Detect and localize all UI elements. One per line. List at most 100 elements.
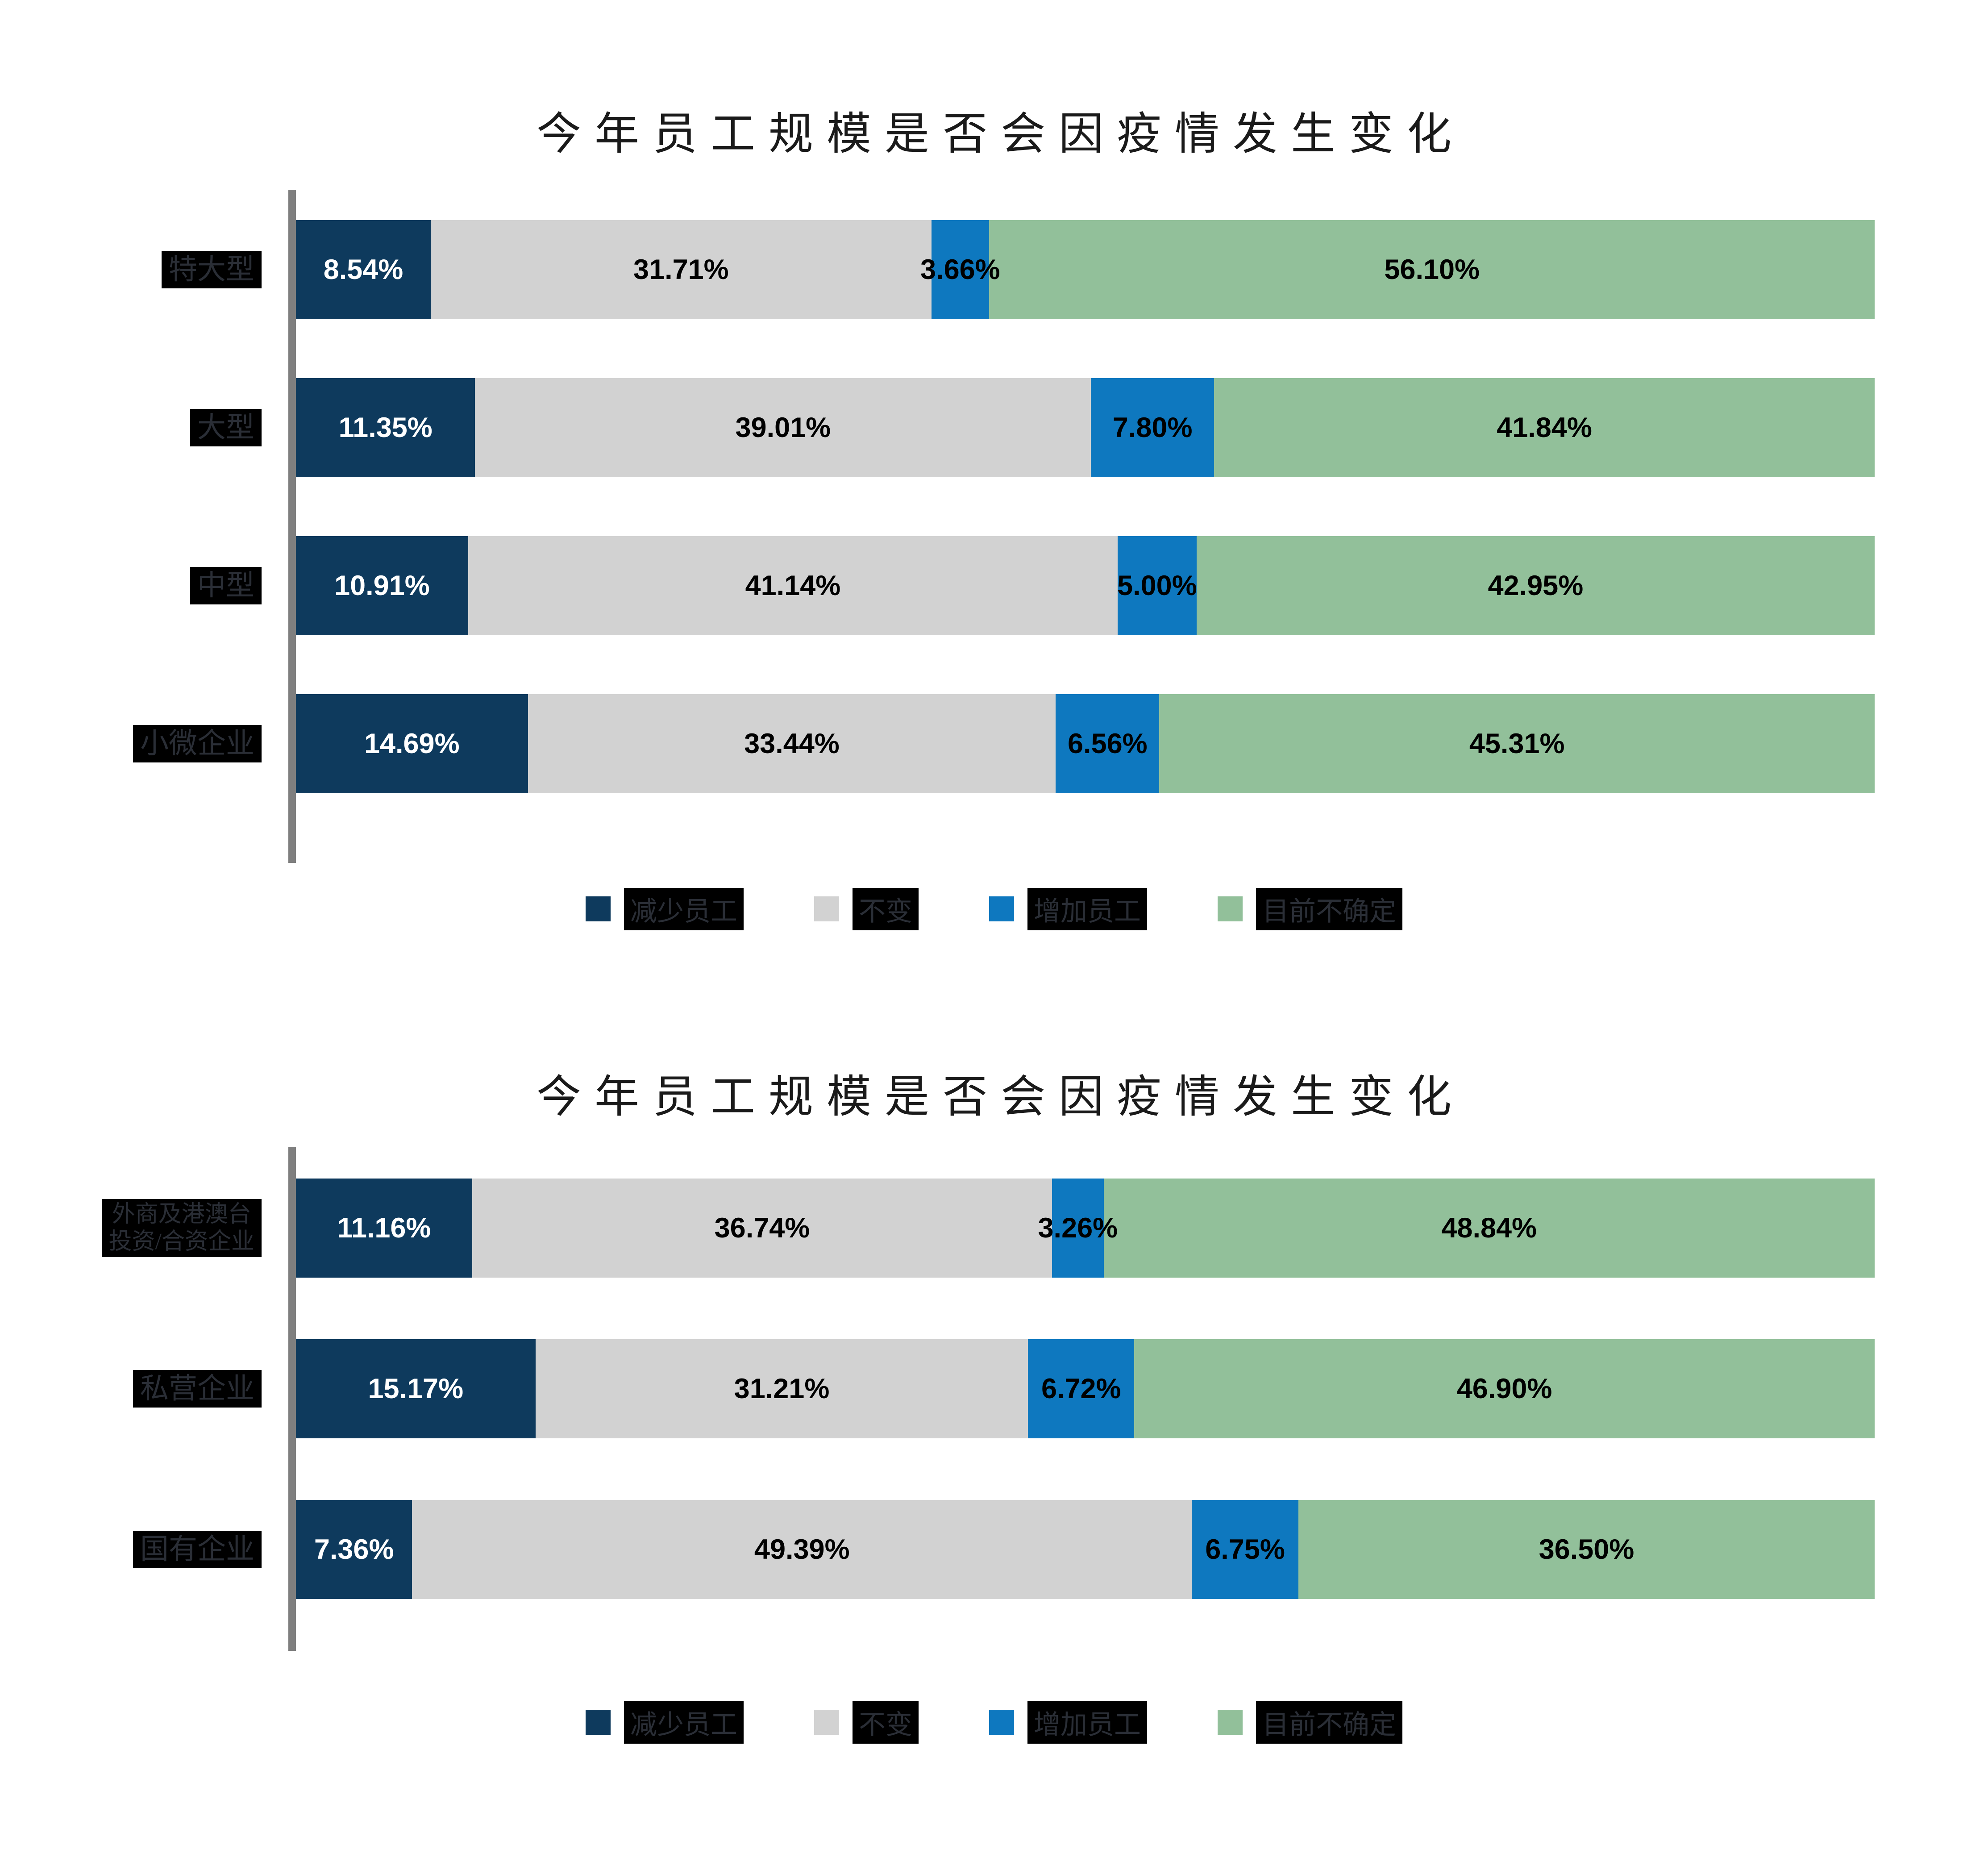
value-label: 46.90% (1456, 1373, 1552, 1404)
legend-item: 目前不确定 (1218, 1701, 1402, 1744)
bar-segment-减少员工: 10.91% (296, 536, 468, 635)
bar-row: 8.54% 31.71% 3.66% 56.10% (296, 220, 1875, 319)
bar-segment-减少员工: 15.17% (296, 1339, 536, 1438)
legend-item: 不变 (814, 887, 919, 930)
category-label-text: 小微企业 (133, 725, 262, 762)
legend-label: 减少员工 (624, 887, 744, 930)
value-label: 31.71% (633, 254, 729, 285)
bar-segment-减少员工: 8.54% (296, 220, 431, 319)
value-label: 10.91% (334, 570, 430, 601)
bar-segment-不变: 49.39% (412, 1500, 1192, 1599)
legend-swatch (989, 896, 1014, 921)
bar-segment-目前不确定: 41.84% (1214, 378, 1875, 477)
legend-item: 目前不确定 (1218, 887, 1402, 930)
bar-segment-目前不确定: 46.90% (1134, 1339, 1875, 1438)
legend-label: 不变 (853, 1701, 919, 1744)
legend-item: 减少员工 (586, 1701, 744, 1744)
legend: 减少员工 不变 增加员工 目前不确定 (0, 1695, 1988, 1750)
bar-row: 14.69% 33.44% 6.56% 45.31% (296, 694, 1875, 793)
value-label: 6.72% (1041, 1373, 1121, 1404)
bar-segment-目前不确定: 36.50% (1298, 1500, 1875, 1599)
value-label: 36.74% (714, 1212, 810, 1244)
legend-label: 增加员工 (1027, 1701, 1147, 1744)
legend-label: 不变 (853, 887, 919, 930)
value-label: 5.00% (1117, 570, 1197, 601)
legend-label: 减少员工 (624, 1701, 744, 1744)
value-label: 56.10% (1384, 254, 1480, 285)
category-label: 私营企业 (0, 1339, 262, 1438)
legend-item: 增加员工 (989, 887, 1147, 930)
category-label: 大型 (0, 378, 262, 477)
value-label: 6.75% (1205, 1534, 1285, 1565)
value-label: 36.50% (1539, 1534, 1634, 1565)
legend-swatch (989, 1710, 1014, 1735)
bar-segment-增加员工: 5.00% (1117, 536, 1197, 635)
bar-row: 11.35% 39.01% 7.80% 41.84% (296, 378, 1875, 477)
value-label: 48.84% (1441, 1212, 1537, 1244)
value-label: 39.01% (735, 412, 831, 443)
legend: 减少员工 不变 增加员工 目前不确定 (0, 881, 1988, 937)
bar-segment-增加员工: 3.66% (920, 220, 1000, 319)
bar-segment-增加员工: 7.80% (1091, 378, 1214, 477)
bar-segment-减少员工: 14.69% (296, 694, 528, 793)
bar-segment-减少员工: 11.16% (296, 1179, 472, 1278)
y-axis-line (288, 190, 296, 863)
value-label: 41.84% (1497, 412, 1592, 443)
value-label: 7.80% (1112, 412, 1193, 443)
legend-label: 增加员工 (1027, 887, 1147, 930)
category-label: 外商及港澳台 投资/合资企业 (0, 1179, 262, 1278)
bar-segment-增加员工: 3.26% (1038, 1179, 1118, 1278)
bar-row: 7.36% 49.39% 6.75% 36.50% (296, 1500, 1875, 1599)
value-label: 8.54% (323, 254, 403, 285)
chart-title: 今年员工规模是否会因疫情发生变化 (537, 109, 1465, 159)
bar-segment-目前不确定: 48.84% (1103, 1179, 1875, 1278)
legend-item: 增加员工 (989, 1701, 1147, 1744)
value-label: 33.44% (744, 728, 840, 759)
legend-item: 不变 (814, 1701, 919, 1744)
bar-row: 15.17% 31.21% 6.72% 46.90% (296, 1339, 1875, 1438)
bar-segment-增加员工: 6.72% (1028, 1339, 1135, 1438)
value-label: 11.35% (338, 412, 433, 443)
value-label: 14.69% (364, 728, 460, 759)
value-label: 6.56% (1068, 728, 1148, 759)
bar-row: 10.91% 41.14% 5.00% 42.95% (296, 536, 1875, 635)
legend-swatch (1218, 896, 1243, 921)
value-label: 3.26% (1038, 1212, 1118, 1244)
bar-segment-目前不确定: 56.10% (989, 220, 1875, 319)
legend-swatch (586, 896, 611, 921)
bar-segment-不变: 41.14% (468, 536, 1118, 635)
category-label-text: 外商及港澳台 投资/合资企业 (101, 1199, 262, 1258)
category-label-text: 特大型 (162, 251, 262, 288)
value-label: 41.14% (745, 570, 841, 601)
bar-segment-不变: 31.71% (431, 220, 932, 319)
bar-segment-不变: 31.21% (535, 1339, 1028, 1438)
legend-swatch (1218, 1710, 1243, 1735)
legend-swatch (586, 1710, 611, 1735)
value-label: 31.21% (734, 1373, 830, 1404)
category-label-text: 私营企业 (133, 1370, 262, 1408)
bar-segment-不变: 36.74% (472, 1179, 1052, 1278)
value-label: 45.31% (1469, 728, 1565, 759)
category-label-text: 大型 (190, 409, 262, 446)
bar-segment-增加员工: 6.56% (1056, 694, 1160, 793)
value-label: 3.66% (920, 254, 1000, 285)
bar-segment-减少员工: 7.36% (296, 1500, 412, 1599)
category-label-text: 中型 (190, 567, 262, 604)
bar-segment-目前不确定: 45.31% (1159, 694, 1875, 793)
value-label: 15.17% (368, 1373, 464, 1404)
bar-segment-增加员工: 6.75% (1192, 1500, 1298, 1599)
value-label: 49.39% (754, 1534, 850, 1565)
legend-item: 减少员工 (586, 887, 744, 930)
value-label: 7.36% (314, 1534, 394, 1565)
legend-swatch (814, 896, 839, 921)
bar-segment-目前不确定: 42.95% (1196, 536, 1875, 635)
category-label: 国有企业 (0, 1500, 262, 1599)
legend-label: 目前不确定 (1256, 1701, 1402, 1744)
bar-segment-不变: 39.01% (475, 378, 1091, 477)
category-label-text: 国有企业 (133, 1531, 262, 1568)
value-label: 11.16% (337, 1212, 431, 1244)
legend-swatch (814, 1710, 839, 1735)
category-label: 特大型 (0, 220, 262, 319)
legend-label: 目前不确定 (1256, 887, 1402, 930)
